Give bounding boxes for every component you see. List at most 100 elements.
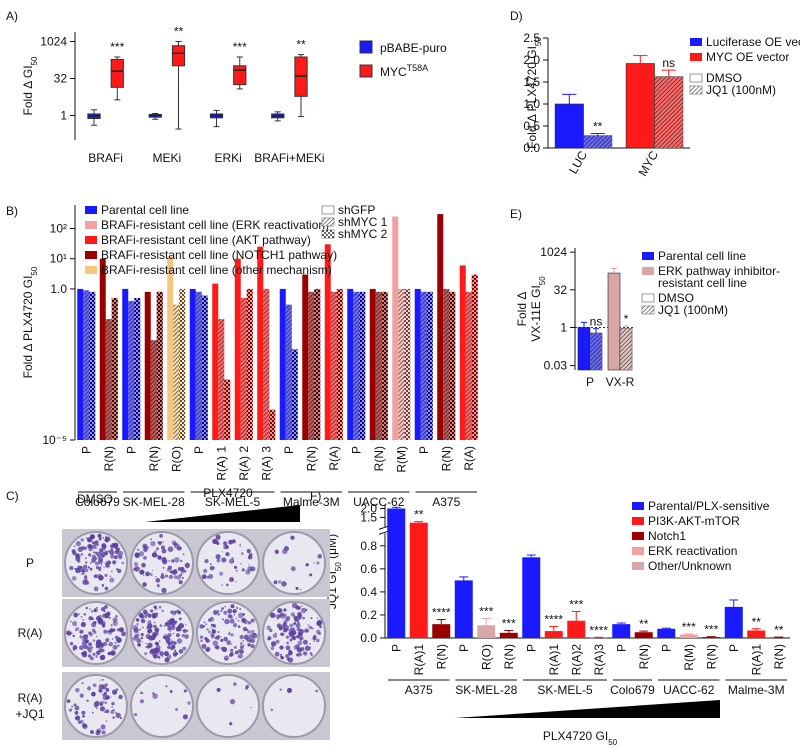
colony	[88, 553, 92, 557]
colony	[221, 584, 223, 586]
significance: **	[593, 119, 603, 133]
colony	[97, 556, 103, 561]
colony	[111, 626, 113, 628]
legend-label: ERK reactivation	[648, 544, 737, 558]
colony	[104, 537, 109, 543]
colony	[224, 618, 230, 625]
colony	[206, 628, 209, 631]
x-tick-label: R(A)1	[749, 644, 763, 676]
colony	[221, 551, 224, 553]
bar	[544, 631, 563, 638]
significance: ns	[662, 56, 675, 70]
colony	[316, 561, 320, 565]
colony	[108, 644, 111, 646]
colony	[242, 626, 248, 632]
colony	[112, 620, 118, 627]
colony	[143, 555, 147, 560]
colony	[142, 626, 144, 629]
colony	[213, 610, 218, 615]
panel-label: B)	[6, 204, 18, 218]
colony	[183, 689, 187, 693]
colony	[280, 632, 284, 636]
colony	[181, 576, 185, 580]
colony	[98, 648, 103, 653]
colony	[92, 652, 96, 656]
x-tick-label: P	[457, 644, 471, 652]
colony	[69, 642, 74, 646]
x-tick-label: R(N)	[704, 644, 718, 669]
colony	[139, 628, 141, 631]
colony	[203, 568, 208, 573]
legend-swatch	[689, 73, 703, 83]
colony	[89, 567, 93, 571]
bar-pattern	[105, 319, 112, 440]
colony	[290, 627, 292, 630]
colony	[165, 685, 168, 688]
colony	[180, 559, 183, 563]
plate	[196, 531, 260, 595]
colony	[81, 682, 84, 685]
colony	[152, 693, 158, 699]
colony	[118, 555, 123, 560]
colony	[111, 706, 113, 708]
significance: ***	[502, 617, 516, 631]
y-axis-label-text: Fold Δ PLX4720 GI	[525, 46, 539, 149]
x-tick-label: MEKi	[153, 151, 182, 165]
colony	[114, 641, 117, 645]
colony	[176, 638, 183, 644]
x-tick-label: R(A)	[327, 446, 341, 471]
colony	[164, 574, 168, 578]
colony	[248, 553, 253, 557]
colony	[147, 613, 152, 618]
colony	[316, 629, 321, 635]
legend-label: resistant cell line	[658, 276, 747, 290]
colony	[143, 545, 146, 548]
colony	[119, 717, 122, 720]
colony	[153, 605, 157, 609]
colony	[228, 539, 234, 545]
significance: *	[624, 312, 629, 326]
colony	[229, 648, 234, 653]
bar-pattern	[246, 288, 253, 440]
colony	[163, 624, 166, 627]
colony	[223, 541, 228, 546]
colony	[280, 612, 284, 617]
colony	[111, 689, 118, 695]
legend-swatch	[632, 517, 644, 525]
x-tick-label: R(A)3	[592, 644, 606, 676]
colony	[167, 645, 171, 649]
colony	[221, 607, 224, 610]
colony	[184, 562, 190, 568]
colony	[85, 537, 88, 540]
significance: **	[174, 25, 184, 39]
colony	[97, 533, 102, 538]
legend-swatch	[642, 252, 654, 260]
colony	[110, 544, 114, 548]
colony	[183, 569, 187, 573]
bar	[769, 637, 788, 638]
colony	[97, 573, 102, 579]
colony	[182, 553, 185, 556]
bar	[437, 214, 444, 440]
colony	[187, 701, 191, 705]
gradient-label-sub: 50	[608, 738, 617, 747]
colony	[235, 580, 237, 583]
colony	[233, 645, 237, 649]
colony	[102, 608, 104, 611]
bar-pattern	[398, 288, 405, 440]
colony	[80, 621, 86, 628]
colony	[309, 626, 313, 630]
colony	[93, 586, 99, 592]
gradient-label-text: PLX4720 GI	[543, 729, 608, 743]
bar	[167, 256, 174, 440]
bar-pattern	[195, 291, 202, 440]
colony	[74, 705, 80, 711]
colony	[144, 615, 148, 619]
x-tick-label: P	[417, 446, 431, 454]
colony	[83, 546, 87, 551]
colony	[290, 612, 295, 617]
group-label: Malme-3M	[728, 683, 785, 697]
colony	[169, 639, 172, 641]
colony	[97, 645, 101, 649]
colony	[95, 635, 98, 638]
